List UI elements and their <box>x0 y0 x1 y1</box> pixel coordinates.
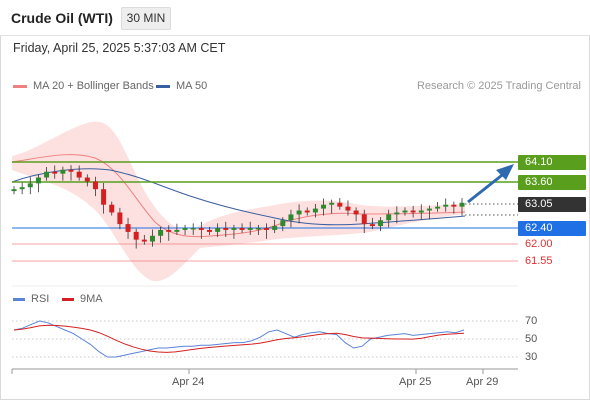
candle-body <box>84 177 90 182</box>
candle-body <box>369 224 375 227</box>
level-tag-pivot: 62.40 <box>518 221 586 236</box>
candle-body <box>149 235 155 242</box>
legend-bollinger: MA 20 + Bollinger Bands <box>13 80 154 92</box>
candle-body <box>223 228 229 230</box>
candle-body <box>11 189 17 192</box>
candle-body <box>304 210 310 213</box>
candle-body <box>288 214 294 221</box>
candle-body <box>418 210 424 213</box>
rsi-axis-30: 30 <box>525 351 538 363</box>
level-tag-last: 63.05 <box>518 197 586 212</box>
candle-body <box>158 229 164 236</box>
candle-body <box>215 228 221 232</box>
level-tag-r2: 64.10 <box>518 155 586 170</box>
candle-body <box>60 169 66 174</box>
candle-body <box>426 208 432 211</box>
candle-body <box>296 210 302 215</box>
candle-body <box>337 202 343 207</box>
candle-body <box>386 214 392 221</box>
candle-body <box>206 229 212 232</box>
candle-body <box>166 229 172 232</box>
candle-body <box>101 189 107 205</box>
credit-text: Research © 2025 Trading Central <box>416 80 581 92</box>
legend-rsi-label: RSI <box>31 293 50 305</box>
ma50-swatch <box>156 84 170 88</box>
bollinger-swatch <box>13 84 27 88</box>
candle-body <box>345 206 351 211</box>
forecast-arrow-head <box>496 164 514 180</box>
rsi-axis-50: 50 <box>525 333 538 345</box>
rsi-axis-70: 70 <box>525 315 538 327</box>
candle-body <box>459 202 465 207</box>
level-tag-s1: 62.00 <box>525 238 553 250</box>
legend-ma50: MA 50 <box>156 80 207 92</box>
level-tag-r1: 63.60 <box>518 175 586 190</box>
timeframe-button[interactable]: 30 MIN <box>121 7 171 30</box>
rsi-9ma-line <box>13 324 465 353</box>
candle-body <box>435 206 441 209</box>
candle-body <box>312 208 318 213</box>
candle-body <box>68 169 74 172</box>
candle-body <box>141 239 147 242</box>
x-label-apr25: Apr 25 <box>399 376 432 388</box>
candle-body <box>361 214 367 225</box>
candle-body <box>231 228 237 230</box>
candle-body <box>92 181 98 190</box>
candle-body <box>133 231 139 240</box>
candle-body <box>443 204 449 207</box>
legend-rsi-ma: 9MA <box>62 293 103 305</box>
ma50-line <box>11 168 466 226</box>
candle-body <box>109 204 115 213</box>
candle-body <box>35 177 41 184</box>
candle-body <box>198 228 204 230</box>
candle-body <box>125 224 131 232</box>
candle-body <box>321 204 327 209</box>
candle-body <box>174 229 180 232</box>
candle-body <box>247 228 253 230</box>
forecast-arrow-shaft <box>467 170 507 204</box>
candle-body <box>353 210 359 215</box>
candle-body <box>255 228 261 230</box>
candle-body <box>76 171 82 178</box>
candle-body <box>402 210 408 213</box>
candle-body <box>410 210 416 213</box>
candle-body <box>27 183 33 188</box>
legend-rsi-ma-label: 9MA <box>80 293 103 305</box>
candle-body <box>117 212 123 225</box>
candle-body <box>239 228 245 230</box>
candle-body <box>19 187 25 190</box>
candle-body <box>329 202 335 205</box>
candle-body <box>264 228 270 230</box>
candle-body <box>44 171 50 178</box>
x-label-apr29: Apr 29 <box>466 376 499 388</box>
legend-bollinger-label: MA 20 + Bollinger Bands <box>33 80 154 92</box>
x-label-apr24: Apr 24 <box>172 376 205 388</box>
bollinger-band <box>12 121 465 282</box>
candle-body <box>52 171 58 174</box>
legend-ma50-label: MA 50 <box>176 80 208 92</box>
rsi-line <box>13 320 465 358</box>
instrument-title: Crude Oil (WTI) <box>11 10 113 26</box>
candlesticks <box>11 165 465 249</box>
candle-body <box>394 212 400 215</box>
legend-rsi: RSI <box>13 293 49 305</box>
candle-body <box>280 220 286 227</box>
rsi-swatch <box>13 297 25 301</box>
candle-body <box>451 204 457 207</box>
timestamp: Friday, April 25, 2025 5:37:03 AM CET <box>13 41 226 55</box>
candle-body <box>272 226 278 230</box>
candle-body <box>378 220 384 227</box>
candle-body <box>190 228 196 230</box>
chart-header: Crude Oil (WTI) 30 MIN <box>0 0 590 36</box>
rsi-ma-swatch <box>62 297 74 301</box>
level-tag-s2: 61.55 <box>525 255 553 267</box>
candle-body <box>182 228 188 230</box>
